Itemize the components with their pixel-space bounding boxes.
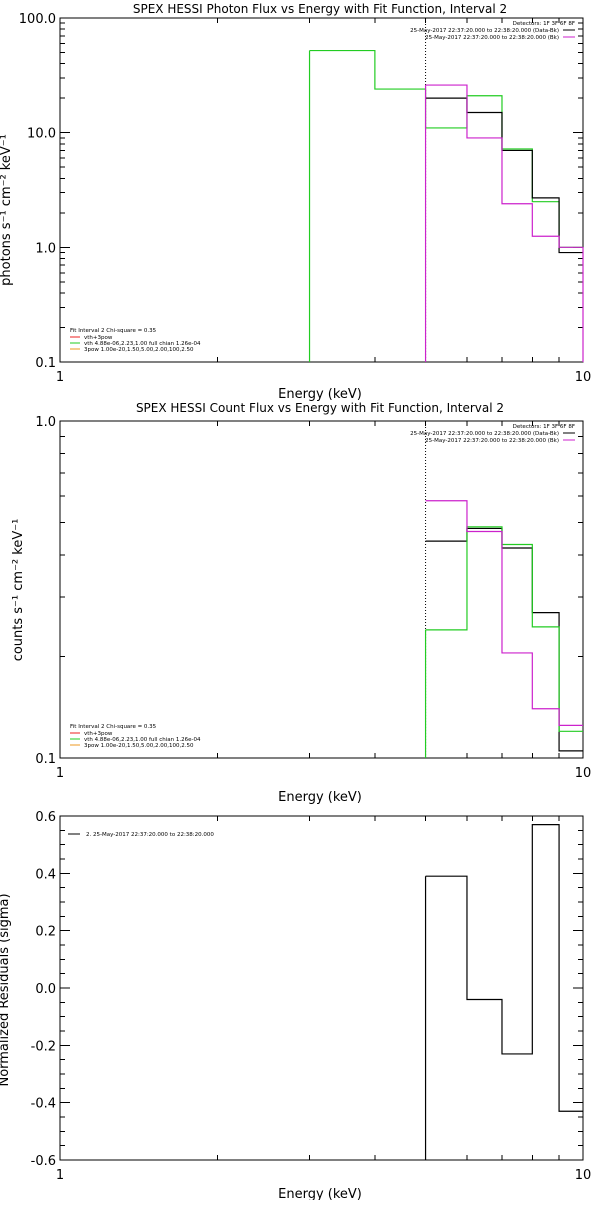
count-flux-fit-legend-entry: 3pow 1.00e-20,1.50,5.00,2.00,100,2.50 xyxy=(84,743,194,749)
count-flux-x-tick-label: 10 xyxy=(575,766,592,781)
photon-flux-fit-legend-entry: vth+3pow xyxy=(84,335,113,341)
residuals-y-tick-label: -0.2 xyxy=(31,1039,56,1054)
photon-flux-series-3-line xyxy=(425,84,583,248)
photon-flux-y-tick-label: 10.0 xyxy=(27,127,56,142)
photon-flux-panel: SPEX HESSI Photon Flux vs Energy with Fi… xyxy=(0,2,591,402)
photon-flux-series-2-line xyxy=(425,97,583,254)
residuals-x-tick-label: 10 xyxy=(575,1168,592,1183)
count-flux-legend-entry: 25-May-2017 22:37:20.000 to 22:38:20.000… xyxy=(425,438,559,444)
photon-flux-fit-legend-header: Fit Interval 2 Chi-square = 0.35 xyxy=(70,328,157,334)
photon-flux-y-tick-label: 0.1 xyxy=(35,356,56,371)
photon-flux-fit-legend-entry: 3pow 1.00e-20,1.50,5.00,2.00,100,2.50 xyxy=(84,347,194,353)
photon-flux-title: SPEX HESSI Photon Flux vs Energy with Fi… xyxy=(133,2,507,16)
residuals-y-tick-label: 0.0 xyxy=(35,982,56,997)
count-flux-fit-legend-header: Fit Interval 2 Chi-square = 0.35 xyxy=(70,724,157,730)
photon-flux-x-tick-label: 10 xyxy=(575,370,592,385)
count-flux-ylabel: counts s⁻¹ cm⁻² keV⁻¹ xyxy=(11,519,26,662)
count-flux-series-3-line xyxy=(425,500,583,726)
count-flux-y-tick-label: 0.1 xyxy=(35,752,56,767)
residuals-xlabel: Energy (keV) xyxy=(278,1187,362,1200)
photon-flux-fit-legend-entry: vth 4.88e-06,2.23,1.00 full chian 1.26e-… xyxy=(84,341,201,347)
photon-flux-x-tick-label: 1 xyxy=(56,370,64,385)
residuals-y-tick-label: 0.2 xyxy=(35,925,56,940)
photon-flux-legend-entry: 25-May-2017 22:37:20.000 to 22:38:20.000… xyxy=(410,28,559,34)
residuals-y-tick-label: -0.4 xyxy=(31,1097,56,1112)
count-flux-title: SPEX HESSI Count Flux vs Energy with Fit… xyxy=(136,401,504,415)
count-flux-series-2-line xyxy=(425,526,583,732)
count-flux-x-tick-label: 1 xyxy=(56,766,64,781)
residuals-y-tick-label: -0.6 xyxy=(31,1154,56,1169)
photon-flux-xlabel: Energy (keV) xyxy=(278,387,362,402)
residuals-y-tick-label: 0.6 xyxy=(35,810,56,825)
count-flux-fit-legend-entry: vth+3pow xyxy=(84,731,113,737)
residuals-plot-frame xyxy=(59,815,584,1161)
residuals-y-tick-label: 0.4 xyxy=(35,867,56,882)
count-flux-panel: SPEX HESSI Count Flux vs Energy with Fit… xyxy=(11,401,591,805)
count-flux-legend-entry: 25-May-2017 22:37:20.000 to 22:38:20.000… xyxy=(410,431,559,437)
residuals-panel: Energy (keV) Normalized Residuals (sigma… xyxy=(0,810,592,1202)
count-flux-plot-frame xyxy=(59,420,584,759)
residuals-legend-entry: 2. 25-May-2017 22:37:20.000 to 22:38:20.… xyxy=(86,832,214,838)
photon-flux-ylabel: photons s⁻¹ cm⁻² keV⁻¹ xyxy=(0,134,14,286)
count-flux-y-tick-label: 1.0 xyxy=(35,415,56,430)
residuals-ylabel: Normalized Residuals (sigma) xyxy=(0,893,12,1086)
photon-flux-y-tick-label: 100.0 xyxy=(19,12,56,27)
photon-flux-legend-header: Detectors: 1F 3F 6F 8F xyxy=(513,21,575,27)
photon-flux-series-1-line xyxy=(309,49,583,248)
residuals-series-1-line xyxy=(425,824,583,1112)
photon-flux-y-tick-label: 1.0 xyxy=(35,241,56,256)
count-flux-legend-header: Detectors: 1F 3F 6F 8F xyxy=(513,424,575,430)
photon-flux-legend-entry: 25-May-2017 22:37:20.000 to 22:38:20.000… xyxy=(425,35,559,41)
residuals-x-tick-label: 1 xyxy=(56,1168,64,1183)
photon-flux-plot-frame xyxy=(59,17,584,363)
count-flux-xlabel: Energy (keV) xyxy=(278,790,362,805)
count-flux-fit-legend-entry: vth 4.88e-06,2.23,1.00 full chian 1.26e-… xyxy=(84,737,201,743)
